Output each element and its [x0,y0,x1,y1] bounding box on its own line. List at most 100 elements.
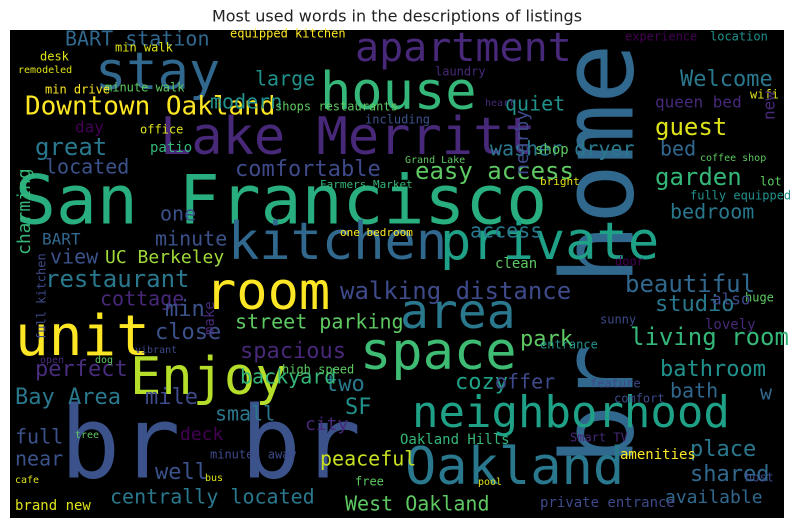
word: Enjoy [130,347,287,407]
word: beautiful [625,270,755,298]
word: cottage [100,287,184,311]
word: wifi [750,88,779,102]
word: free [355,475,384,489]
word: studio [655,292,734,317]
word: lot [760,175,782,189]
word: charming [14,168,35,255]
word: laundry [435,65,486,79]
word: host [745,471,774,485]
word: cafe [15,475,39,486]
word: located [45,155,129,179]
word: queen bed [655,93,742,112]
word: Welcome [680,67,773,92]
word: private [440,212,659,272]
word: heart [485,98,515,109]
word: park [520,327,573,352]
word: BART [42,230,81,249]
word: vibrant [135,345,177,356]
word: bathroom [660,357,766,382]
word: city [305,414,349,435]
word: living room [630,323,789,351]
word: office [140,123,183,137]
word: private entrance [540,495,675,511]
word: sunny [600,313,636,327]
word: view [50,245,99,269]
word: remodeled [18,65,72,76]
word: equipped kitchen [230,27,346,41]
word: full kitchen [35,253,49,340]
word: available [665,487,763,508]
word: cozy [455,370,508,395]
word: UC Berkeley [105,247,224,268]
word: Oakland [405,437,624,497]
word: deck [180,424,224,445]
word: min walk [115,41,174,55]
word: br br [60,384,361,501]
word: walking distance [340,277,571,305]
word: kitchen [228,212,447,272]
word: space [360,322,517,382]
word: two [325,372,365,397]
word: modern [210,90,282,114]
word: spacious [240,339,346,364]
word: brand new [15,498,91,514]
word: comfortable [235,157,381,182]
word: comfort [614,392,665,406]
word: bedroom [670,200,754,224]
word: also [712,290,751,309]
word: well [155,460,208,485]
word: SF [345,395,372,420]
word: neighborhood [412,387,730,438]
word: coffee shop [700,153,766,164]
word: restaurant [45,265,190,293]
word: Oakland Hills [400,432,510,448]
word: open [40,355,64,366]
word: apartment [355,25,572,71]
word: house [320,62,477,122]
word: street parking [235,310,404,334]
word: min drive [45,83,110,97]
word: including [365,113,430,127]
word: new [760,91,779,120]
word: fully equipped [690,189,791,203]
word: feature [590,377,641,391]
word: great [35,133,107,161]
word: desk [40,50,70,64]
word: small [215,402,275,426]
word: one [160,202,196,226]
word: stay [95,42,220,102]
word: San Francisco [15,162,547,241]
word: West Oakland [345,492,490,516]
word: Smart TV [570,431,628,445]
word: centrally located [110,485,315,509]
word: clean [495,256,537,272]
word: Lake Merritt [160,107,536,167]
word: Bay Area [15,385,121,410]
word: bed [660,137,696,161]
word: w [760,381,773,405]
cloud-background [10,30,784,518]
word: minute [155,227,227,251]
word: quiet [505,92,565,116]
word: perfect [35,357,128,382]
word: make [202,301,218,335]
word: Grand Lake [405,155,465,166]
word: Farmers Market [320,178,413,191]
word: area [400,284,516,340]
word: br home [539,44,656,465]
word: full [15,425,63,449]
word: nearby [512,110,533,175]
chart-title: Most used words in the descriptions of l… [212,7,582,26]
word: guest [655,113,727,141]
word: access [470,219,542,243]
word: shop [535,142,569,158]
word: unit [15,304,150,369]
word: location [710,30,768,44]
word: entrance [540,338,598,352]
word: day [75,118,104,137]
word: door [615,255,644,269]
word: offer [495,370,555,394]
word: huge [745,291,774,305]
word: near [15,447,63,471]
